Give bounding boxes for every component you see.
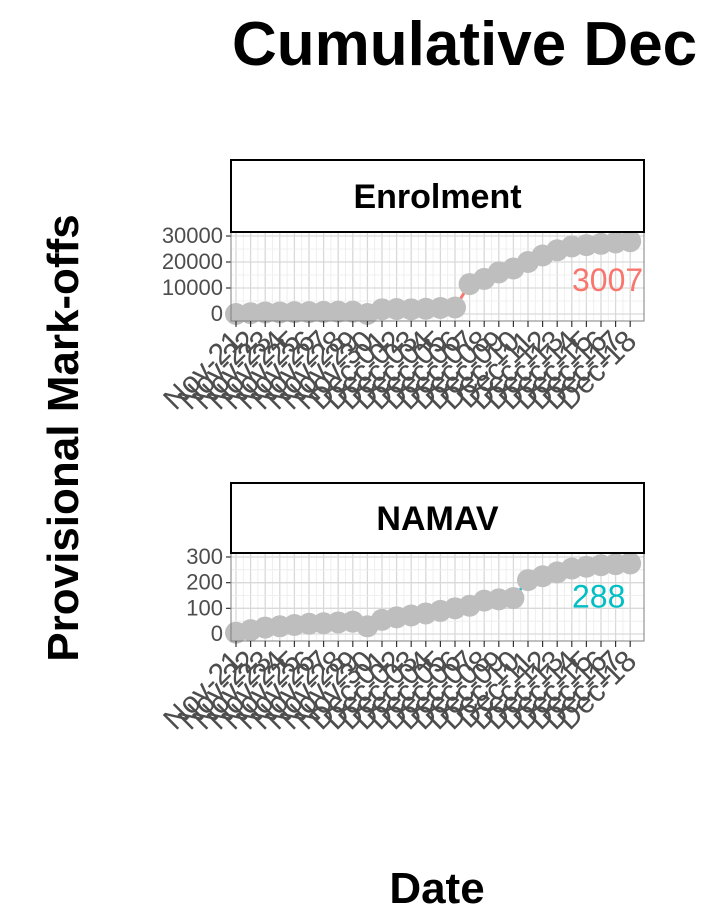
data-point: [502, 587, 525, 610]
data-point: [619, 230, 642, 253]
x-axis-title: Date: [389, 864, 484, 913]
facet-panels: 01000020000300003007EnrolmentNov-21Nov-2…: [157, 159, 645, 736]
facet-strip-label: NAMAV: [376, 500, 498, 538]
facet-strip: [230, 159, 645, 233]
y-tick-label: 0: [211, 621, 223, 646]
facet-strip: [230, 482, 645, 554]
y-tick-label: 30000: [162, 223, 223, 248]
series-end-label: 288: [572, 578, 625, 614]
y-axis-title: Provisional Mark-offs: [39, 214, 88, 661]
y-tick-label: 20000: [162, 249, 223, 274]
data-point: [619, 552, 642, 575]
facet-panel-namav: 0100200300288NAMAVNov-21Nov-22Nov-23Nov-…: [157, 482, 645, 736]
facet-panel-enrolment: 01000020000300003007EnrolmentNov-21Nov-2…: [157, 159, 645, 416]
facet-strip-label: Enrolment: [353, 178, 521, 216]
y-tick-label: 10000: [162, 275, 223, 300]
series-end-label: 3007: [572, 262, 643, 298]
chart-title: Cumulative Dec: [232, 10, 697, 79]
y-tick-label: 100: [186, 595, 223, 620]
y-tick-label: 0: [211, 301, 223, 326]
data-point: [444, 296, 466, 319]
y-tick-label: 200: [186, 570, 223, 595]
y-tick-label: 300: [186, 544, 223, 569]
